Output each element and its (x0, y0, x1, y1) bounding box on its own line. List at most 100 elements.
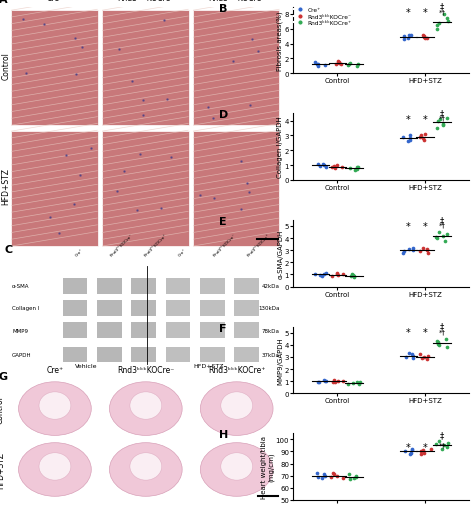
Point (317, 272, 324, 280)
Point (339, 271, 346, 279)
Point (423, 356, 431, 364)
Bar (200, 300, 225, 316)
Point (353, 472, 360, 480)
Point (349, 379, 357, 387)
Text: *: * (406, 442, 411, 452)
Point (401, 248, 408, 256)
Point (442, 335, 450, 343)
Text: *: * (423, 221, 428, 231)
Text: Rnd3ᵏᵏKOCre⁺: Rnd3ᵏᵏKOCre⁺ (246, 233, 271, 258)
Point (313, 61, 321, 69)
Point (401, 36, 408, 44)
Text: Cre⁺: Cre⁺ (46, 366, 64, 375)
Point (355, 380, 363, 388)
Text: α-SMA: α-SMA (12, 284, 30, 289)
Bar (235, 300, 259, 316)
Text: C: C (4, 244, 12, 254)
Point (328, 164, 336, 172)
Point (424, 247, 431, 255)
Ellipse shape (130, 453, 162, 480)
Text: *: * (423, 328, 428, 338)
Text: Rnd3ᵏᵏᵏKOCre⁺: Rnd3ᵏᵏᵏKOCre⁺ (208, 366, 265, 375)
Point (407, 137, 414, 145)
Point (434, 339, 442, 347)
Text: B: B (219, 4, 228, 14)
Text: ‡: ‡ (440, 322, 444, 331)
Text: ‡: ‡ (440, 3, 444, 12)
Point (333, 270, 341, 278)
Point (319, 160, 327, 168)
Point (335, 272, 342, 280)
Point (433, 125, 441, 133)
Point (322, 270, 330, 278)
Point (444, 115, 451, 123)
Point (410, 352, 417, 360)
Point (330, 376, 338, 384)
Y-axis label: Fibrosis areas(%): Fibrosis areas(%) (277, 11, 283, 71)
Point (336, 59, 343, 67)
Text: HFD+STZ: HFD+STZ (0, 451, 5, 488)
Point (330, 163, 337, 171)
Bar (102, 132, 189, 246)
Point (421, 131, 429, 139)
Point (311, 59, 319, 67)
Point (328, 473, 335, 481)
Point (332, 61, 340, 69)
Point (410, 355, 417, 363)
Point (353, 164, 361, 172)
Point (417, 447, 424, 456)
Ellipse shape (109, 443, 182, 496)
Point (321, 377, 328, 385)
Point (346, 475, 353, 483)
Point (346, 60, 354, 68)
Point (354, 166, 361, 174)
Point (444, 443, 451, 451)
Point (401, 33, 408, 41)
Point (436, 437, 443, 445)
Bar (166, 300, 190, 316)
Y-axis label: Heart weight/tibia
(mg/cm): Heart weight/tibia (mg/cm) (261, 435, 274, 498)
Point (333, 271, 341, 279)
Point (435, 229, 442, 237)
Text: 42kDa: 42kDa (262, 284, 279, 289)
Point (351, 166, 359, 174)
Bar (235, 278, 259, 294)
Point (345, 62, 352, 70)
Point (439, 120, 447, 128)
Text: *: * (406, 115, 411, 125)
Point (425, 352, 432, 360)
Point (353, 473, 360, 481)
Point (419, 446, 427, 454)
Point (439, 122, 447, 130)
Point (417, 450, 425, 458)
Bar (63, 278, 87, 294)
Point (434, 340, 441, 348)
Text: *†: *† (438, 116, 446, 122)
Point (436, 116, 444, 124)
Point (408, 446, 415, 454)
Point (329, 378, 337, 386)
Point (419, 355, 426, 363)
Text: Collagen I: Collagen I (12, 306, 40, 311)
Point (420, 353, 428, 361)
Bar (11, 132, 98, 246)
Point (434, 337, 441, 345)
Y-axis label: MMP9/GAPDH: MMP9/GAPDH (277, 336, 283, 384)
Point (443, 231, 451, 239)
Point (334, 377, 341, 385)
Text: D: D (219, 110, 229, 120)
Bar (131, 278, 156, 294)
Text: Cre⁺: Cre⁺ (178, 248, 188, 258)
Text: A: A (0, 0, 7, 6)
Point (432, 233, 440, 241)
Point (420, 34, 428, 42)
Bar (63, 347, 87, 363)
Point (311, 271, 319, 279)
Text: 37kDa: 37kDa (262, 352, 279, 357)
Point (314, 473, 322, 481)
Point (420, 33, 428, 41)
Point (433, 26, 441, 34)
Point (402, 353, 410, 361)
Text: *: * (423, 115, 428, 125)
Point (417, 248, 424, 256)
